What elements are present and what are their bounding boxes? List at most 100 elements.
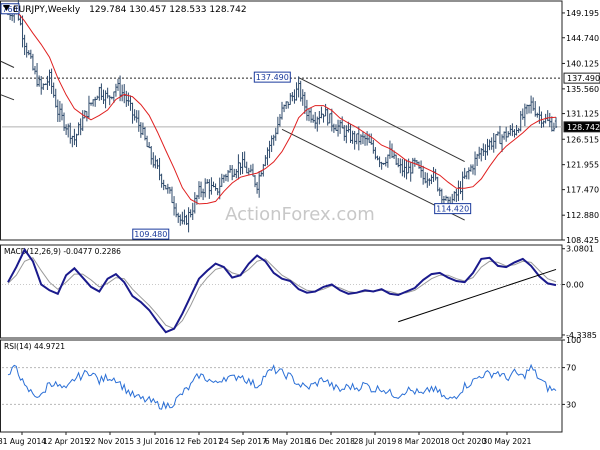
svg-text:128.742: 128.742: [567, 123, 600, 132]
price-bar: [477, 146, 481, 159]
price-bar: [496, 131, 500, 136]
macd-tick-label: -4.3385: [566, 331, 597, 340]
price-bar: [189, 209, 192, 218]
price-bar: [324, 103, 327, 117]
price-tick-label: 144.740: [566, 34, 599, 43]
rsi-tick-label: 30: [566, 400, 576, 409]
price-bar: [291, 91, 294, 102]
price-bar: [384, 157, 387, 167]
price-bar: [152, 152, 155, 168]
price-bar: [106, 87, 109, 99]
svg-text:760: 760: [2, 5, 17, 14]
price-tick-label: 117.470: [566, 186, 599, 195]
price-bar: [552, 122, 556, 132]
price-tick-label: 121.955: [566, 161, 599, 170]
price-bar: [127, 92, 130, 106]
price-bar: [438, 187, 441, 196]
price-bar: [374, 147, 377, 160]
price-tick-label: 131.125: [566, 110, 599, 119]
price-bar: [276, 116, 280, 135]
x-tick-label: 3 Jul 2016: [136, 437, 174, 446]
x-tick-label: 12 Feb 2017: [176, 437, 223, 446]
price-bar: [56, 99, 60, 122]
price-bar: [247, 167, 250, 176]
left-channel-bottom: [0, 94, 15, 101]
rsi-title: RSI(14) 44.9721: [4, 342, 65, 351]
price-bar: [35, 62, 39, 87]
price-bar: [409, 161, 412, 182]
price-bar: [444, 195, 448, 201]
price-bar: [183, 209, 186, 225]
price-bar: [145, 135, 149, 148]
price-bar: [220, 173, 224, 187]
price-bar: [282, 104, 286, 113]
price-bar: [40, 76, 43, 95]
price-bar: [255, 181, 259, 194]
price-bar: [475, 153, 479, 166]
price-bar: [386, 154, 390, 168]
price-bar: [203, 178, 207, 198]
price-bar: [206, 179, 209, 184]
price-bar: [284, 101, 288, 110]
price-bar: [413, 157, 417, 167]
price-bar: [307, 108, 311, 122]
price-bar: [174, 203, 178, 218]
price-bar: [201, 188, 205, 201]
dropdown-triangle-icon[interactable]: [3, 5, 10, 11]
price-bar: [96, 95, 99, 100]
price-bar: [160, 173, 163, 188]
price-bar: [33, 66, 37, 75]
price-bar: [513, 129, 516, 138]
price-bar: [166, 183, 170, 194]
price-bar: [147, 142, 151, 149]
price-bar: [162, 179, 165, 191]
price-bar: [542, 120, 545, 128]
price-bar: [504, 126, 508, 142]
macd-tick-label: 0.00: [566, 281, 584, 290]
price-bar: [361, 131, 365, 145]
symbol-label: EURJPY,Weekly: [13, 5, 81, 15]
price-bar: [77, 122, 80, 136]
price-bar: [98, 86, 101, 101]
price-bar: [143, 126, 147, 141]
price-bar: [37, 75, 41, 87]
price-bar: [463, 167, 466, 179]
price-bar: [264, 155, 267, 167]
price-bar: [376, 155, 379, 161]
price-bar: [421, 165, 425, 185]
macd-panel: MACD(12,26,9) -0.0477 0.2286 3.0801 0.00 -4…: [0, 244, 597, 340]
price-bar: [554, 117, 558, 129]
price-bar: [197, 181, 201, 200]
x-tick-label: 18 Oct 2020: [440, 437, 487, 446]
price-bar: [434, 168, 437, 181]
price-bar: [150, 145, 153, 165]
price-bar: [89, 102, 93, 106]
price-bar: [230, 165, 234, 181]
current-price-tag: 128.742: [563, 121, 600, 133]
price-bar: [455, 188, 458, 203]
price-panel: 149.195 144.740 140.125 135.560 131.125 126.5…: [0, 0, 600, 245]
price-bar: [382, 162, 385, 166]
price-bar: [326, 108, 329, 126]
moving-average-line: [15, 10, 557, 205]
price-bar: [179, 214, 182, 226]
price-bar: [181, 211, 184, 225]
price-bar: [139, 122, 143, 138]
price-bar: [154, 155, 157, 169]
svg-text:109.480: 109.480: [134, 230, 167, 239]
chart-header: EURJPY,Weekly 129.784 130.457 128.533 12…: [3, 5, 247, 15]
price-bar: [372, 139, 375, 154]
price-bar: [27, 50, 30, 56]
rsi-panel: RSI(14) 44.9721 100 70 30: [0, 336, 581, 433]
price-annotation: 760: [0, 3, 20, 15]
price-bar: [424, 172, 427, 184]
price-tick-label: 135.560: [566, 85, 599, 94]
price-bar: [316, 116, 319, 132]
ohlc-readout: 129.784 130.457 128.533 128.742: [89, 5, 246, 15]
price-bar: [114, 83, 118, 97]
rsi-tick-label: 100: [566, 336, 581, 345]
price-bar: [531, 97, 535, 111]
price-bar: [488, 139, 491, 151]
